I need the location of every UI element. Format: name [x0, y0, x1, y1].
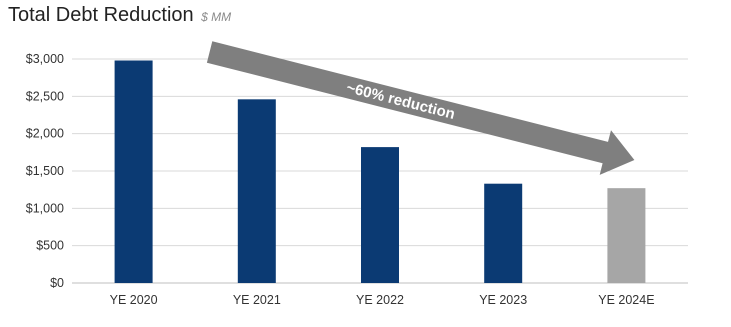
x-tick-label: YE 2021 [233, 293, 281, 307]
x-tick-label: YE 2023 [479, 293, 527, 307]
bar [484, 183, 523, 283]
y-tick-label: $2,500 [26, 89, 64, 103]
bars [114, 60, 646, 283]
y-tick-label: $1,000 [26, 201, 64, 215]
y-axis-ticks: $0 $500 $1,000 $1,500 $2,000 $2,500 $3,000 [26, 52, 64, 290]
y-tick-label: $500 [36, 239, 64, 253]
x-axis-ticks: YE 2020 YE 2021 YE 2022 YE 2023 YE 2024E [110, 293, 655, 307]
chart-subtitle: $ MM [201, 10, 232, 24]
x-tick-label: YE 2024E [598, 293, 654, 307]
bar [114, 60, 153, 283]
y-tick-label: $0 [50, 276, 64, 290]
bar [607, 188, 646, 283]
reduction-arrow [206, 41, 635, 175]
bar [237, 99, 276, 283]
chart-title: Total Debt Reduction [8, 4, 194, 26]
x-tick-label: YE 2020 [110, 293, 158, 307]
bar [361, 147, 399, 283]
x-tick-label: YE 2022 [356, 293, 404, 307]
chart-title-block: Total Debt Reduction $ MM [8, 4, 231, 27]
y-tick-label: $1,500 [26, 164, 64, 178]
y-tick-label: $3,000 [26, 52, 64, 66]
y-tick-label: $2,000 [26, 127, 64, 141]
